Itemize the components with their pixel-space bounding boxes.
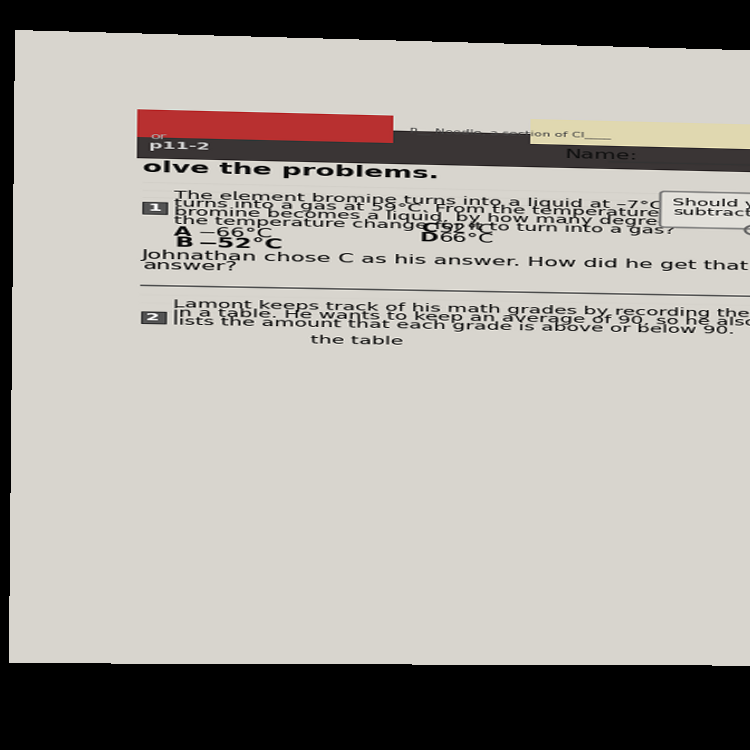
Polygon shape xyxy=(0,0,80,70)
Polygon shape xyxy=(0,0,60,110)
Polygon shape xyxy=(380,0,750,50)
